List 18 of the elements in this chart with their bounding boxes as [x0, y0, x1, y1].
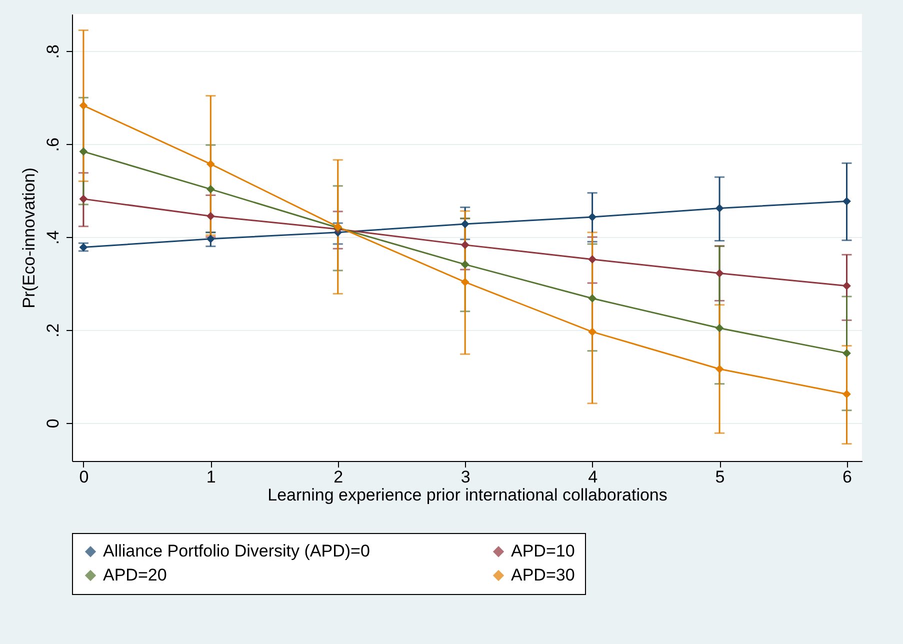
y-tick-label: .4: [44, 230, 62, 245]
y-tick-label: .6: [44, 138, 62, 152]
y-tick-label: .2: [44, 323, 62, 338]
x-tick-label: 2: [334, 468, 344, 486]
y-tick-label: 0: [44, 418, 62, 428]
x-tick-label: 3: [460, 468, 470, 486]
legend-label: Alliance Portfolio Diversity (APD)=0: [103, 542, 370, 561]
x-axis-title: Learning experience prior international collaborations: [268, 486, 668, 504]
x-tick-label: 1: [206, 468, 216, 486]
y-tick-label: .8: [44, 44, 62, 59]
legend-label: APD=20: [103, 566, 167, 584]
x-tick-label: 6: [842, 468, 852, 486]
legend-label: APD=10: [511, 542, 575, 561]
x-tick-label: 0: [79, 468, 89, 486]
y-axis-title: Pr(Eco-innovation): [20, 168, 38, 308]
x-tick-label: 4: [588, 468, 598, 486]
x-tick-label: 5: [715, 468, 725, 486]
legend-label: APD=30: [511, 566, 575, 584]
